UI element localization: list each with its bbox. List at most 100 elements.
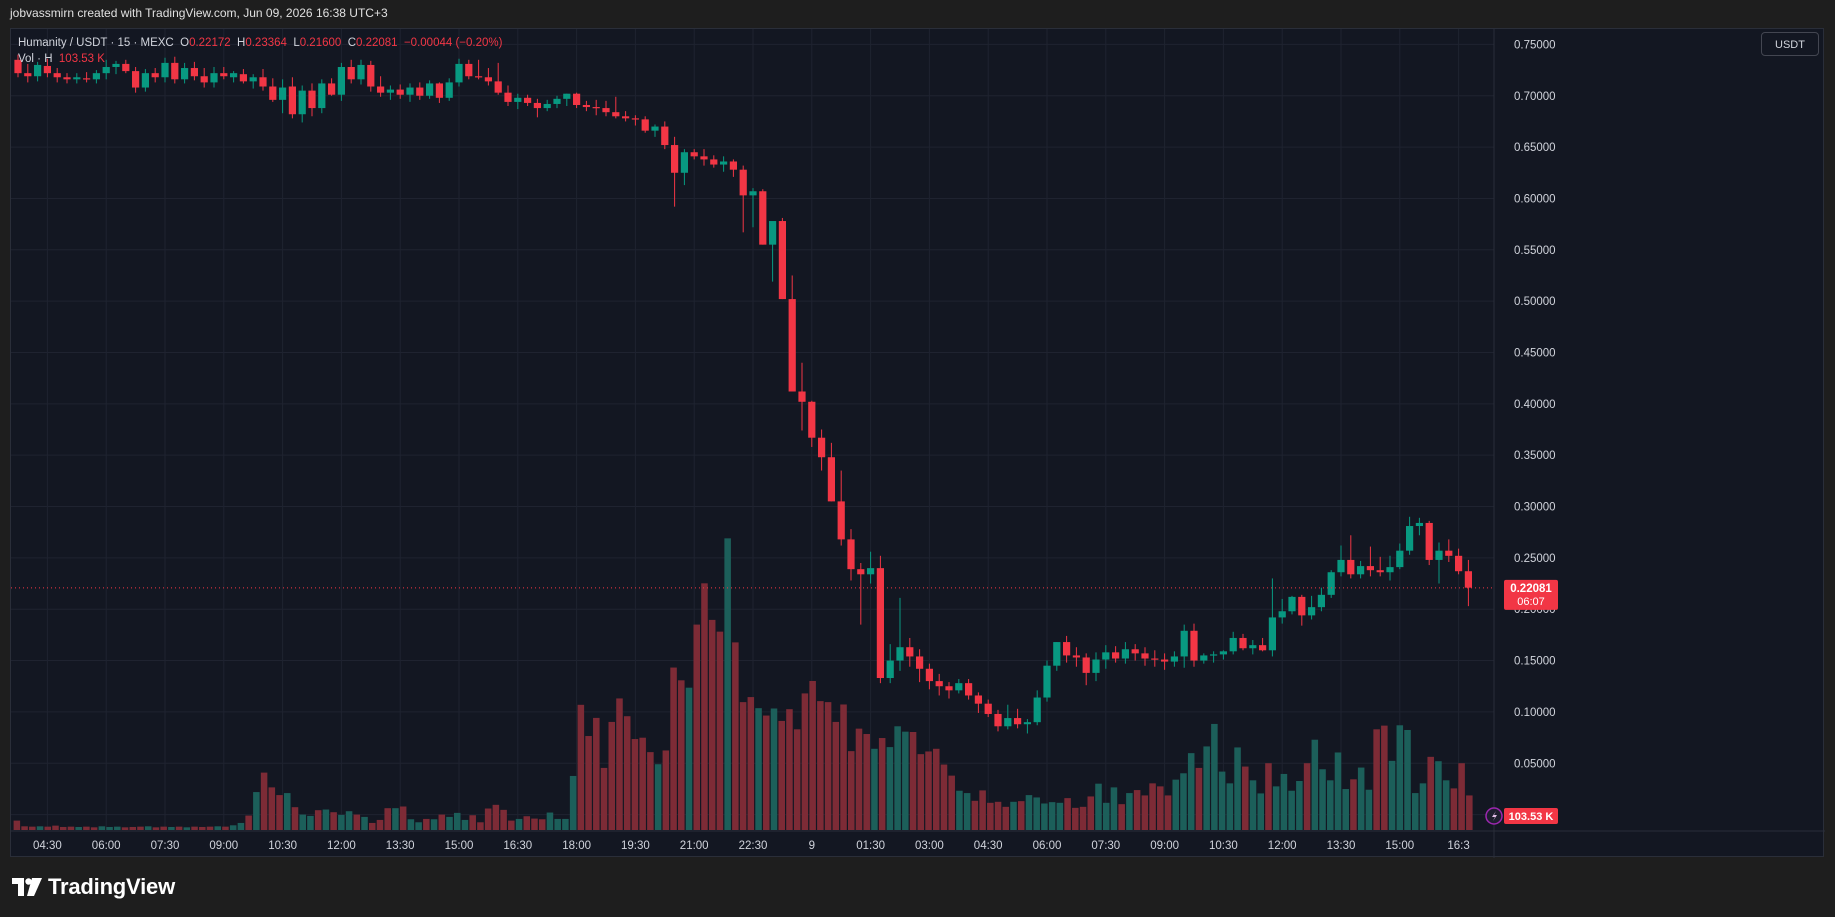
volume-bar xyxy=(229,825,237,830)
volume-bar xyxy=(848,751,855,830)
candle-body xyxy=(622,116,630,119)
volume-bar xyxy=(886,747,894,830)
volume-bar xyxy=(1072,807,1079,830)
x-tick-label: 09:00 xyxy=(1150,840,1179,852)
volume-bar xyxy=(1404,729,1411,830)
candle-body xyxy=(1376,570,1384,573)
volume-bar xyxy=(492,804,500,830)
volume-bar xyxy=(1257,793,1264,830)
volume-bar xyxy=(1180,773,1187,830)
volume-bar xyxy=(453,812,461,830)
volume-bar xyxy=(925,751,932,830)
candle-body xyxy=(220,73,228,77)
candle-body xyxy=(63,77,71,80)
volume-bar xyxy=(376,819,384,830)
volume-bar xyxy=(1048,802,1056,830)
volume-bar xyxy=(1218,771,1226,830)
candle-body xyxy=(651,126,659,131)
volume-bar xyxy=(1365,789,1373,830)
volume-bar xyxy=(1118,804,1125,830)
volume-bar xyxy=(1458,763,1465,830)
candle-body xyxy=(1102,652,1110,660)
volume-bar xyxy=(963,793,971,830)
volume-bar xyxy=(523,816,531,830)
currency-button[interactable]: USDT xyxy=(1761,32,1819,56)
volume-bar xyxy=(199,826,206,830)
volume-bar xyxy=(662,750,670,830)
volume-bar xyxy=(1311,739,1319,830)
volume-bar xyxy=(438,814,446,830)
volume-bar xyxy=(114,826,121,830)
volume-bar xyxy=(987,802,994,830)
volume-bar xyxy=(191,826,198,830)
candle-body xyxy=(808,401,816,438)
candle-body xyxy=(759,191,767,245)
x-tick-label: 12:00 xyxy=(327,840,356,852)
volume-bar xyxy=(716,631,724,830)
y-tick-label: 0.10000 xyxy=(1514,707,1556,719)
volume-bar xyxy=(654,764,662,830)
candle-body xyxy=(92,73,100,80)
candle-body xyxy=(1014,718,1022,725)
volume-bar xyxy=(546,812,554,830)
candle-body xyxy=(1180,630,1188,657)
volume-bar xyxy=(1265,763,1272,830)
candle-body xyxy=(1327,572,1335,595)
volume-bar xyxy=(52,825,59,830)
chart-frame[interactable]: 0.75000 0.70000 0.65000 0.60000 0.55000 0.500… xyxy=(10,28,1825,858)
candle-body xyxy=(73,77,81,80)
volume-bar xyxy=(755,708,762,830)
volume-bar xyxy=(260,772,268,830)
candle-body xyxy=(798,391,806,402)
volume-bar xyxy=(1411,793,1419,830)
x-tick-label: 06:00 xyxy=(92,840,121,852)
volume-bar xyxy=(747,697,755,830)
candle-body xyxy=(592,107,600,109)
candle-body xyxy=(631,118,639,120)
volume-bar xyxy=(531,818,538,830)
candlestick-chart[interactable]: 0.75000 0.70000 0.65000 0.60000 0.55000 0.500… xyxy=(11,29,1825,858)
candle-body xyxy=(1357,566,1365,575)
volume-bar xyxy=(948,775,955,830)
candle-body xyxy=(200,76,208,83)
volume-bar xyxy=(809,680,816,830)
volume-bar xyxy=(384,808,391,830)
candle-body xyxy=(1288,596,1296,612)
candle-body xyxy=(573,93,581,105)
candle-body xyxy=(1004,718,1012,727)
candle-body xyxy=(720,161,728,165)
x-tick-label: 09:00 xyxy=(209,840,238,852)
candle-body xyxy=(249,77,257,82)
volume-bar xyxy=(1234,747,1241,830)
volume-bar xyxy=(732,642,739,830)
volume-bar xyxy=(1303,763,1311,830)
volume-bar xyxy=(739,702,747,830)
candle-body xyxy=(347,66,355,80)
candle-body xyxy=(396,89,404,95)
volume-bar xyxy=(801,693,809,830)
volume-bar xyxy=(1388,760,1396,830)
volume-bar xyxy=(253,792,260,830)
y-tick-label: 0.05000 xyxy=(1514,758,1556,770)
candle-body xyxy=(24,73,32,77)
volume-bar xyxy=(1141,795,1149,830)
candle-body xyxy=(1200,655,1208,661)
candle-body xyxy=(1072,655,1080,658)
candle-body xyxy=(1386,567,1394,573)
volume-bar xyxy=(314,810,322,830)
candle-body xyxy=(563,93,571,99)
candle-body xyxy=(1259,645,1267,651)
volume-bar xyxy=(1079,806,1087,830)
volume-bar xyxy=(793,729,801,830)
y-tick-label: 0.15000 xyxy=(1514,656,1556,668)
x-tick-label: 21:00 xyxy=(680,840,709,852)
volume-bar xyxy=(670,667,677,830)
volume-bar xyxy=(824,702,832,830)
tradingview-logo[interactable]: TradingView xyxy=(12,873,175,901)
volume-bar xyxy=(1164,795,1172,830)
candle-body xyxy=(1268,617,1276,651)
candle-body xyxy=(132,71,140,88)
candle-body xyxy=(533,102,541,109)
volume-bar xyxy=(1056,802,1064,830)
brand-name: TradingView xyxy=(48,874,175,899)
